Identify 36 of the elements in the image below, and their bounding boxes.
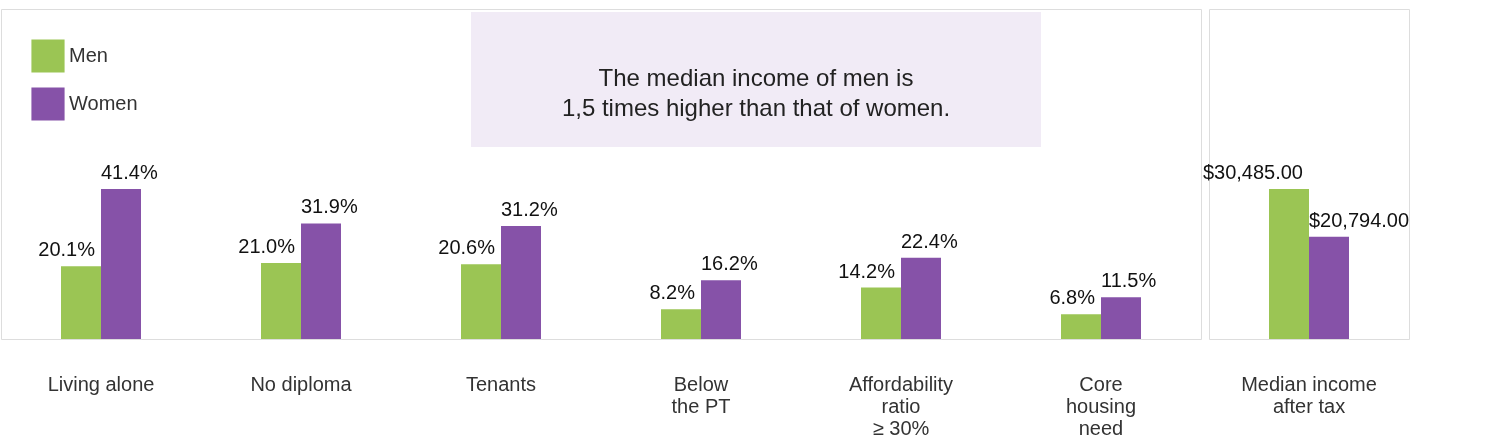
data-label: 14.2%	[838, 259, 896, 282]
bar	[501, 225, 541, 339]
data-label: 20.1%	[38, 238, 96, 261]
legend-label: Men	[69, 44, 108, 66]
bar	[901, 257, 941, 339]
data-label: $30,485.00	[1202, 161, 1303, 183]
data-label: 6.8%	[1049, 286, 1096, 309]
bar	[261, 262, 301, 339]
text: The median income of men is 1,5 times higher than that of women.	[561, 64, 951, 121]
bar	[61, 266, 101, 339]
x-tick-label: No diploma	[250, 372, 353, 395]
bar	[461, 264, 501, 339]
bar	[1101, 297, 1141, 339]
data-label: 31.2%	[501, 197, 558, 220]
x-tick-label: Median income after tax	[1241, 372, 1377, 417]
bar	[301, 223, 341, 339]
x-tick-label: Tenants	[465, 372, 537, 395]
x-tick-label: Core housing need	[1065, 372, 1137, 439]
data-label: 8.2%	[649, 281, 696, 304]
x-tick-label: Living alone	[47, 372, 155, 395]
data-label: 20.6%	[438, 236, 496, 259]
bar	[661, 309, 701, 339]
data-label: 41.4%	[101, 161, 158, 183]
legend-label: Women	[69, 92, 138, 114]
x-tick-label: Affordability ratio ≥ 30%	[848, 372, 954, 439]
data-label: 31.9%	[301, 195, 358, 218]
bar	[1061, 314, 1101, 339]
x-tick-label: Below the PT	[671, 372, 731, 417]
data-label: 22.4%	[901, 229, 958, 252]
data-label: 16.2%	[701, 252, 758, 275]
bar	[861, 287, 901, 339]
bar	[101, 189, 141, 339]
data-label: 11.5%	[1101, 269, 1157, 292]
data-label: 21.0%	[238, 234, 296, 257]
bar	[701, 280, 741, 339]
data-label: $20,794.00	[1309, 208, 1410, 231]
